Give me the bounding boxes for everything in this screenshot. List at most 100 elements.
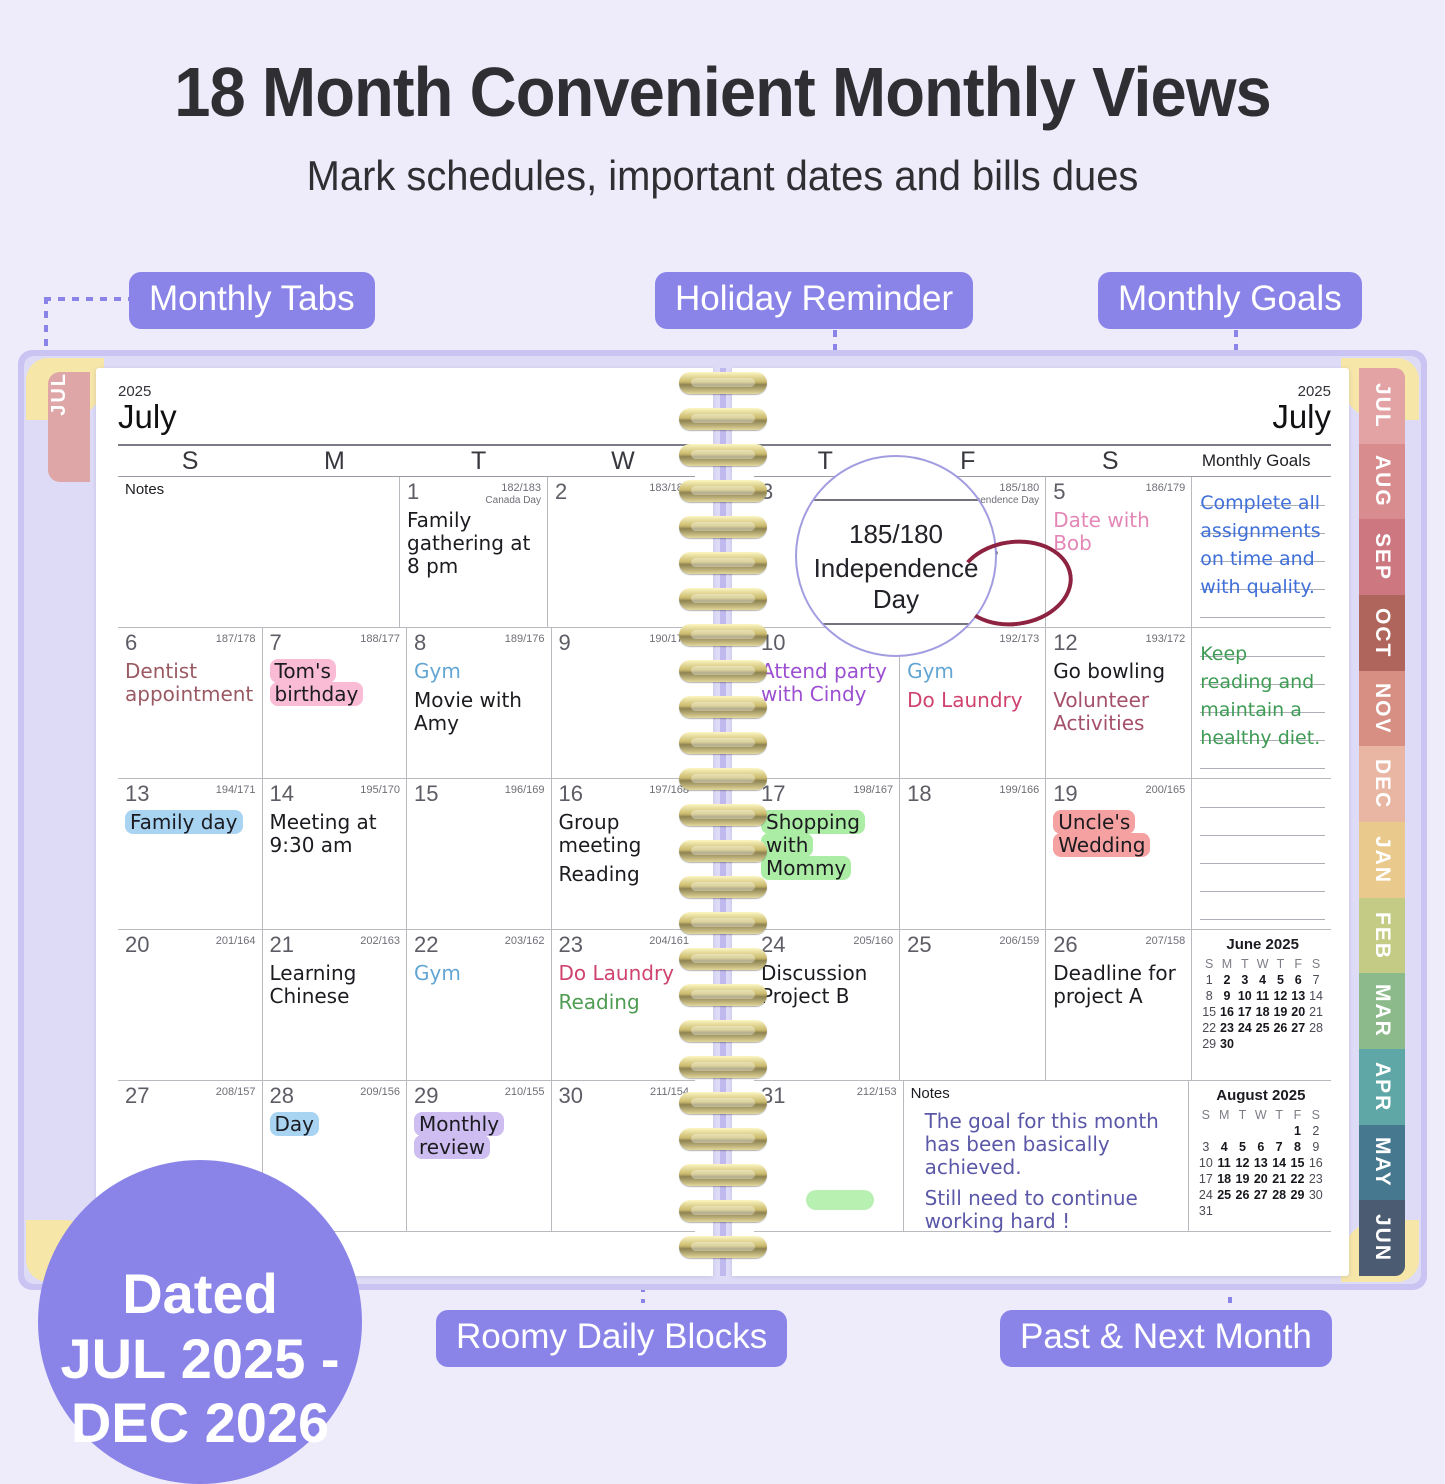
calendar-day-cell[interactable]: 25 206/159	[900, 930, 1047, 1080]
mini-day[interactable]: 31	[1198, 1204, 1213, 1218]
mini-day[interactable]: 27	[1291, 1021, 1306, 1035]
mini-day[interactable]: 5	[1239, 1140, 1246, 1154]
mini-day[interactable]: 14	[1272, 1156, 1287, 1170]
mini-day[interactable]: 1	[1294, 1124, 1301, 1138]
mini-day[interactable]: 2	[1223, 973, 1231, 987]
calendar-day-cell[interactable]: 29 210/155 Monthly review	[407, 1081, 552, 1231]
calendar-day-cell[interactable]: 19 200/165 Uncle's Wedding	[1046, 779, 1193, 929]
mini-day[interactable]: 22	[1290, 1172, 1305, 1186]
calendar-day-cell[interactable]: 27 208/157	[118, 1081, 263, 1231]
mini-day[interactable]: 12	[1235, 1156, 1250, 1170]
mini-day[interactable]: 8	[1205, 989, 1213, 1003]
calendar-day-cell[interactable]: 26 207/158 Deadline for project A	[1046, 930, 1193, 1080]
mini-day[interactable]: 25	[1217, 1188, 1232, 1202]
mini-day[interactable]: 13	[1291, 989, 1306, 1003]
calendar-day-cell[interactable]: 23 204/161 Do Laundry Reading	[552, 930, 696, 1080]
mini-day[interactable]: 27	[1253, 1188, 1268, 1202]
mini-day[interactable]: 17	[1237, 1005, 1252, 1019]
mini-day[interactable]	[1215, 1203, 1233, 1219]
mini-day[interactable]: 7	[1275, 1140, 1283, 1154]
calendar-day-cell[interactable]: 15 196/169	[407, 779, 552, 929]
mini-day[interactable]: 13	[1253, 1156, 1268, 1170]
calendar-day-cell[interactable]: 8 189/176 Gym Movie with Amy	[407, 628, 552, 778]
calendar-day-cell[interactable]: 22 203/162 Gym	[407, 930, 552, 1080]
mini-day[interactable]: 4	[1220, 1140, 1228, 1154]
mini-day[interactable]: 11	[1256, 989, 1270, 1003]
mini-day[interactable]: 15	[1202, 1005, 1217, 1019]
mini-day[interactable]: 11	[1217, 1156, 1231, 1170]
mini-day[interactable]	[1236, 1036, 1254, 1052]
mini-day[interactable]	[1307, 1203, 1325, 1219]
monthly-tab-jun[interactable]: JUN	[1359, 1200, 1405, 1277]
mini-day[interactable]	[1252, 1203, 1270, 1219]
mini-day[interactable]: 18	[1255, 1005, 1270, 1019]
monthly-goals-cell[interactable]	[1192, 779, 1331, 929]
calendar-day-cell[interactable]: 5 186/179 Date with Bob	[1046, 477, 1193, 627]
mini-day[interactable]: 16	[1308, 1156, 1323, 1170]
mini-day[interactable]	[1288, 1203, 1306, 1219]
mini-day[interactable]: 16	[1220, 1005, 1234, 1019]
calendar-day-cell[interactable]: 31 212/153	[754, 1081, 904, 1231]
mini-day[interactable]: 29	[1290, 1188, 1305, 1202]
mini-day[interactable]: 23	[1220, 1021, 1234, 1035]
mini-day[interactable]: 2	[1312, 1124, 1320, 1138]
mini-day[interactable]	[1254, 1036, 1272, 1052]
mini-day[interactable]: 9	[1312, 1140, 1320, 1154]
mini-day[interactable]: 21	[1309, 1005, 1324, 1019]
calendar-day-cell[interactable]: 14 195/170 Meeting at 9:30 am	[263, 779, 407, 929]
calendar-day-cell[interactable]: 24 205/160 Discussion Project B	[754, 930, 901, 1080]
mini-day[interactable]: 12	[1273, 989, 1288, 1003]
mini-day[interactable]: 26	[1235, 1188, 1250, 1202]
monthly-tab-may[interactable]: MAY	[1359, 1124, 1405, 1201]
mini-day[interactable]	[1272, 1036, 1290, 1052]
mini-day[interactable]: 24	[1237, 1021, 1252, 1035]
calendar-day-cell[interactable]: 12 193/172 Go bowling Volunteer Activities	[1046, 628, 1193, 778]
mini-day[interactable]	[1233, 1203, 1251, 1219]
mini-day[interactable]: 3	[1241, 973, 1249, 987]
mini-day[interactable]	[1233, 1123, 1251, 1139]
mini-day[interactable]: 10	[1198, 1156, 1213, 1170]
mini-day[interactable]: 3	[1202, 1140, 1210, 1154]
mini-day[interactable]: 7	[1312, 973, 1320, 987]
mini-day[interactable]	[1289, 1036, 1307, 1052]
mini-day[interactable]: 15	[1290, 1156, 1305, 1170]
monthly-tab-oct[interactable]: OCT	[1359, 595, 1405, 671]
calendar-day-cell[interactable]: 10191/174Attend party with Cindy	[754, 628, 901, 778]
mini-day[interactable]: 17	[1198, 1172, 1213, 1186]
mini-day[interactable]: 18	[1217, 1172, 1232, 1186]
calendar-day-cell[interactable]: 17 198/167 Shopping with Mommy	[754, 779, 901, 929]
mini-day[interactable]: 25	[1255, 1021, 1270, 1035]
mini-day[interactable]: 14	[1309, 989, 1324, 1003]
calendar-day-cell[interactable]: 7 188/177 Tom's birthday	[263, 628, 407, 778]
mini-day[interactable]: 1	[1205, 973, 1213, 987]
monthly-tab-sep[interactable]: SEP	[1359, 519, 1405, 596]
mini-day[interactable]: 28	[1309, 1021, 1324, 1035]
monthly-tab-mar[interactable]: MAR	[1359, 973, 1405, 1050]
calendar-day-cell[interactable]: 30 211/154	[552, 1081, 696, 1231]
mini-day[interactable]	[1215, 1123, 1233, 1139]
monthly-tab-jul-left[interactable]: JUL	[48, 372, 90, 482]
mini-day[interactable]: 24	[1198, 1188, 1213, 1202]
monthly-tab-jul[interactable]: JUL	[1359, 368, 1405, 444]
notes-cell[interactable]: Notes The goal for this month has been ba…	[904, 1081, 1189, 1233]
mini-day[interactable]: 6	[1294, 973, 1302, 987]
mini-day[interactable]: 5	[1276, 973, 1284, 987]
calendar-day-cell[interactable]: Notes	[118, 477, 400, 627]
monthly-goals-cell[interactable]: Complete all assignments on time and wit…	[1192, 477, 1331, 627]
mini-day[interactable]: 10	[1237, 989, 1252, 1003]
mini-day[interactable]	[1270, 1123, 1288, 1139]
mini-day[interactable]: 20	[1291, 1005, 1306, 1019]
mini-day[interactable]: 19	[1235, 1172, 1250, 1186]
monthly-tab-dec[interactable]: DEC	[1359, 746, 1405, 823]
monthly-tab-aug[interactable]: AUG	[1359, 443, 1405, 520]
mini-day[interactable]: 26	[1273, 1021, 1288, 1035]
mini-day[interactable]	[1197, 1123, 1215, 1139]
mini-day[interactable]: 4	[1259, 973, 1267, 987]
monthly-goals-cell[interactable]: Keep reading and maintain a healthy diet…	[1192, 628, 1331, 778]
mini-day[interactable]: 30	[1308, 1188, 1323, 1202]
calendar-day-cell[interactable]: 13 194/171 Family day	[118, 779, 263, 929]
calendar-day-cell[interactable]: 20 201/164	[118, 930, 263, 1080]
calendar-day-cell[interactable]: 16 197/168 Group meeting Reading	[552, 779, 696, 929]
mini-day[interactable]	[1307, 1036, 1325, 1052]
calendar-day-cell[interactable]: 9 190/175	[552, 628, 696, 778]
